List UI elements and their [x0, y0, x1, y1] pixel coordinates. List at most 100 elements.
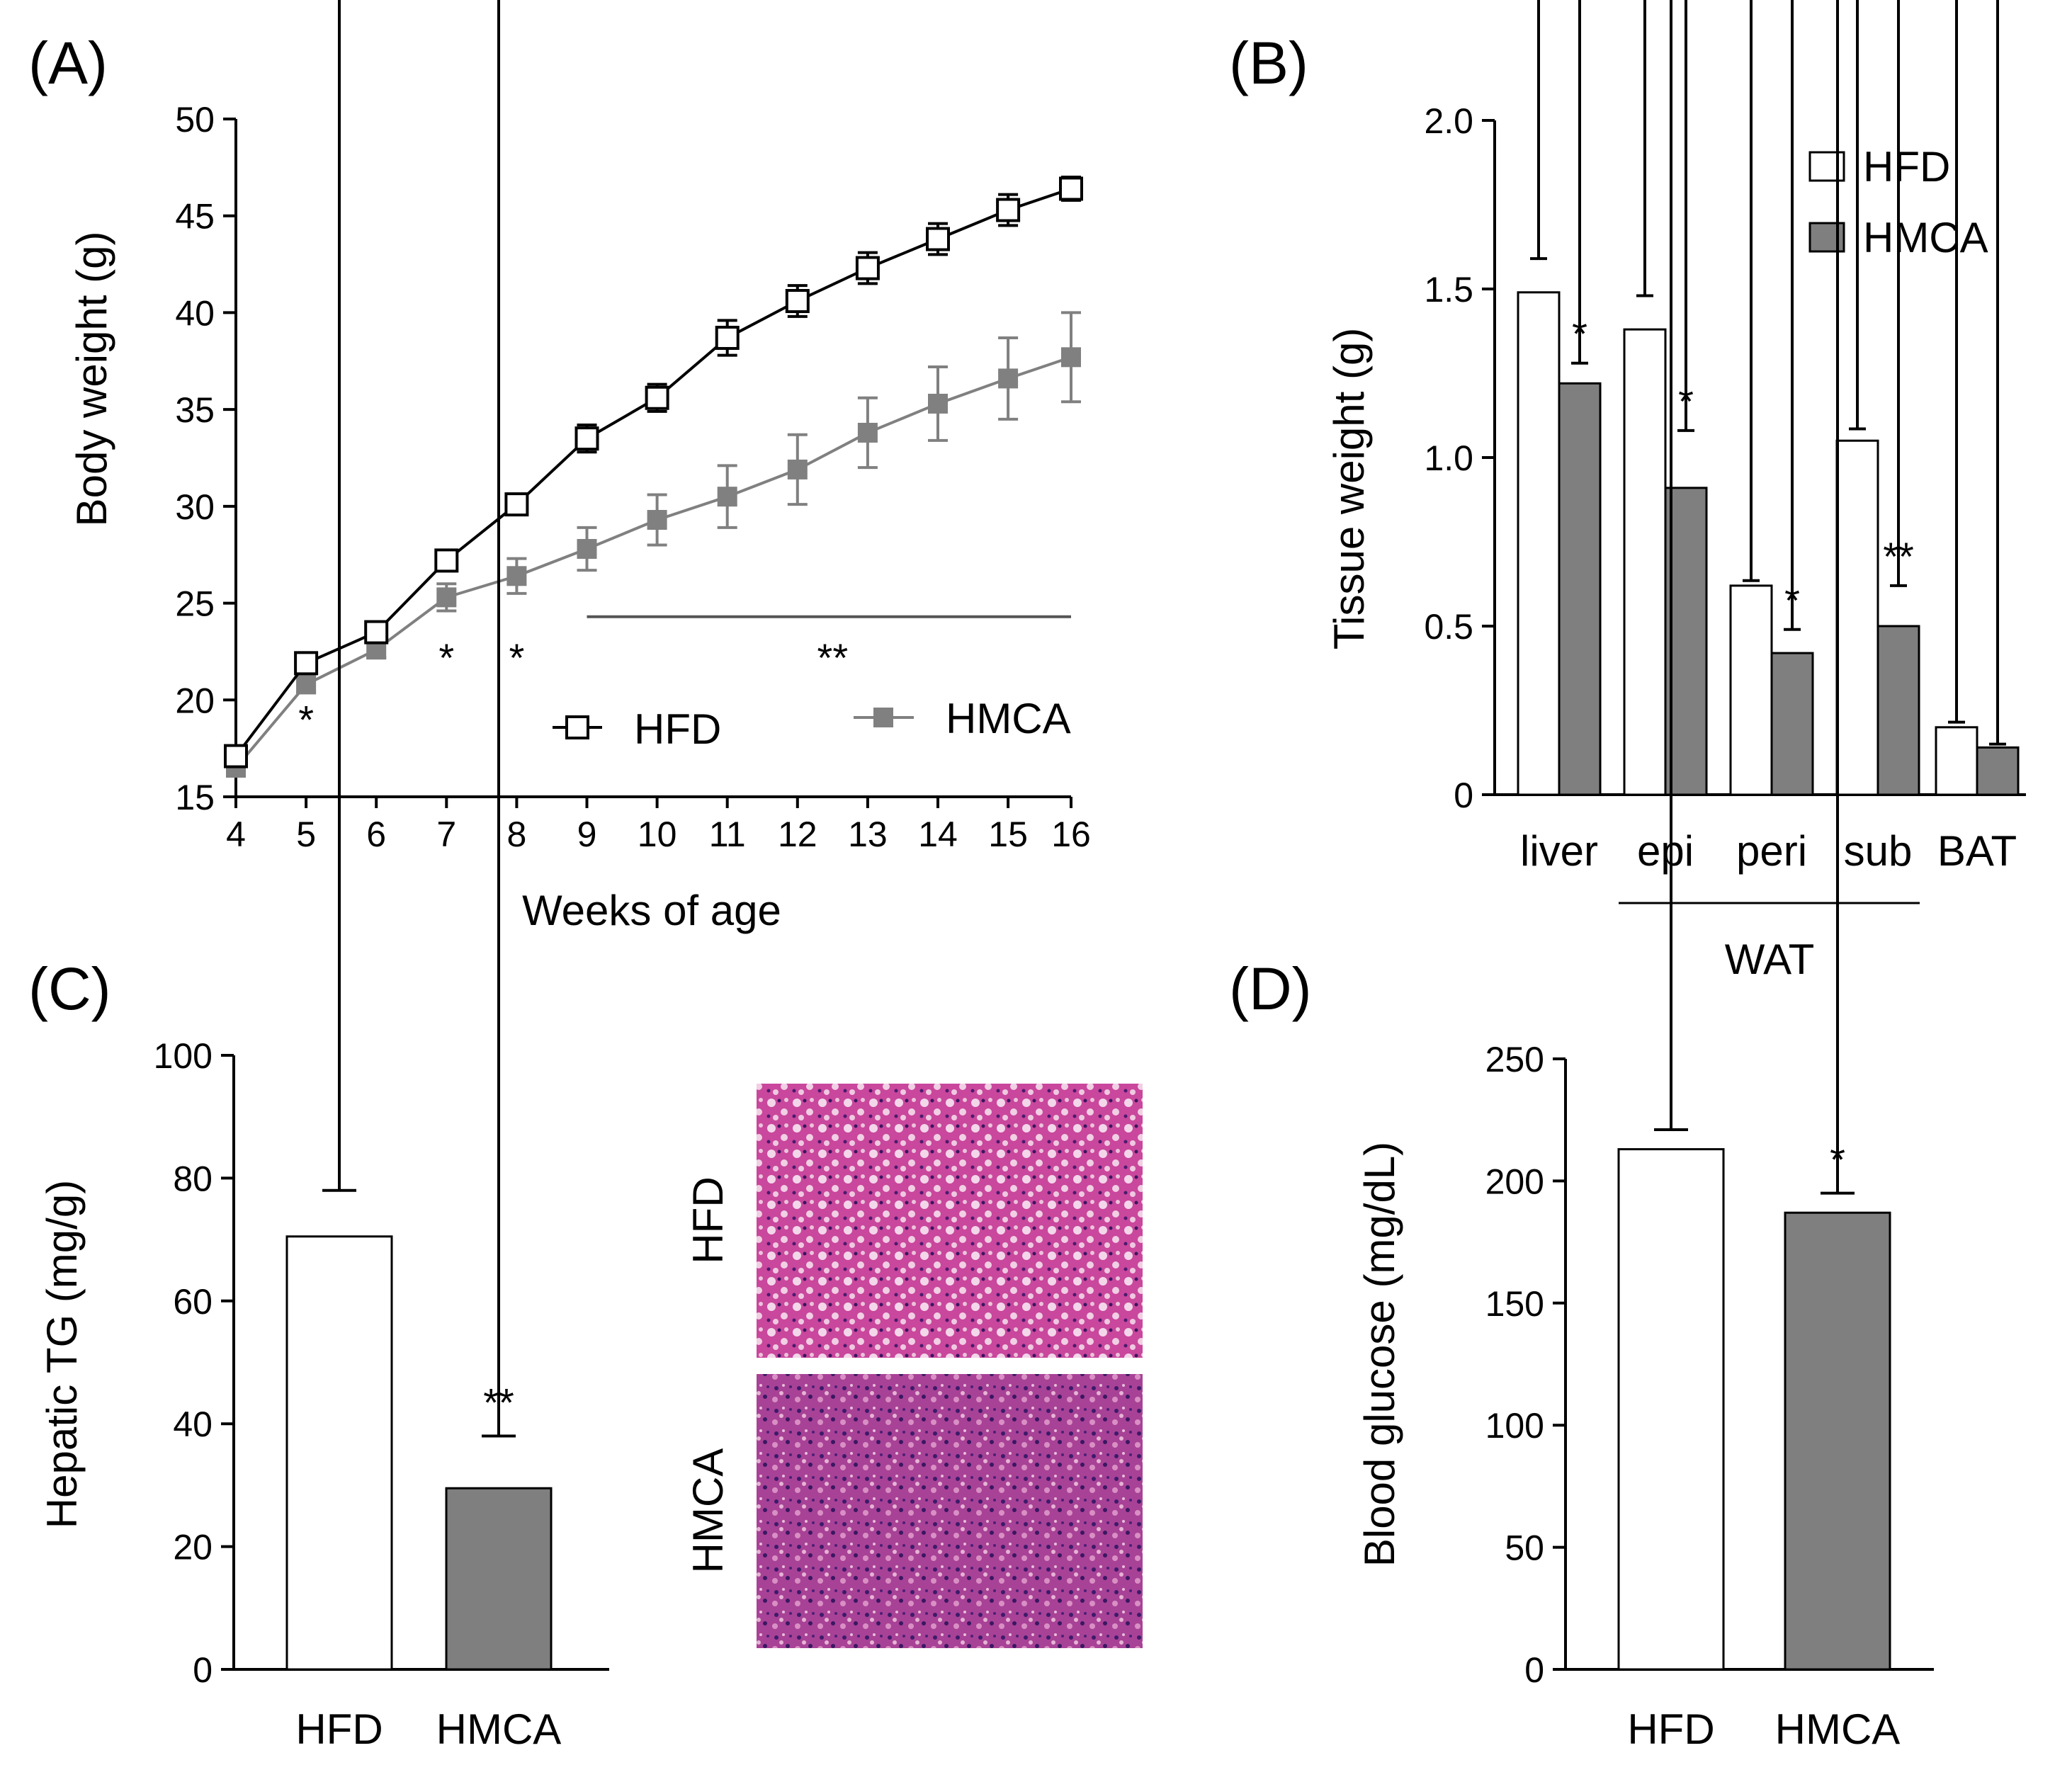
legend-hfd-label-b: HFD: [1863, 143, 1950, 191]
significance-marker: **: [817, 635, 849, 680]
x-category-label: liver: [1520, 827, 1598, 875]
bar-hfd-bat: [1935, 726, 1978, 796]
hepatic-tg-bar-chart: Hepatic TG (mg/g): [38, 0, 1143, 1753]
y-tick-label: 250: [1485, 1040, 1544, 1079]
bar-hmca: [445, 1487, 553, 1671]
histology-label-hmca: HMCA: [684, 1448, 732, 1574]
hfd-data-point: [715, 325, 740, 350]
bar-hmca: [1784, 1211, 1891, 1671]
hmca-data-point: [928, 393, 948, 414]
body-weight-line-chart: Body weight (g) Weeks of age HFD HMCA 15…: [68, 100, 1091, 934]
x-tick-label: 14: [918, 815, 958, 854]
panel-label-a: (A): [28, 30, 108, 96]
significance-marker: *: [1784, 578, 1800, 623]
hfd-data-point: [574, 426, 599, 451]
legend-hfd-label: HFD: [634, 705, 721, 753]
legend-hmca-label-b: HMCA: [1863, 214, 1988, 261]
y-tick-label: 25: [175, 584, 215, 624]
legend-hmca-marker: [873, 708, 893, 727]
x-tick-label: 7: [436, 815, 456, 854]
y-tick-label: 20: [173, 1528, 213, 1567]
panel-label-d: (D): [1229, 955, 1312, 1022]
wat-group-label: WAT: [1725, 936, 1815, 983]
hmca-data-point: [1061, 347, 1081, 368]
hfd-data-point: [434, 548, 459, 573]
hmca-data-point: [717, 487, 737, 507]
body-weight-y-axis-title: Body weight (g): [68, 232, 115, 527]
bar-hmca-sub: [1876, 625, 1920, 796]
hfd-series-line: [234, 187, 1072, 757]
significance-marker: **: [483, 1380, 514, 1425]
y-tick-label: 100: [1485, 1406, 1544, 1446]
y-tick-label: 45: [175, 197, 215, 237]
x-tick-label: 11: [709, 815, 746, 854]
x-category-label: sub: [1844, 827, 1913, 875]
significance-marker: *: [1572, 312, 1587, 356]
y-tick-label: 40: [173, 1404, 213, 1444]
y-tick-label: 30: [175, 487, 215, 527]
x-tick-label: 10: [638, 815, 677, 854]
hmca-data-point: [787, 459, 808, 479]
hmca-data-point: [296, 674, 317, 695]
bar-hfd: [1617, 1148, 1725, 1671]
hfd-data-point: [645, 385, 669, 410]
x-tick-label: 6: [366, 815, 386, 854]
bar-hfd-epi: [1623, 328, 1667, 796]
tissue-weight-bar-chart: Tissue weight (g) HFD HMCA WAT 0 0.5 1.0 1.…: [1325, 0, 2026, 983]
y-tick-label: 0: [1524, 1650, 1544, 1690]
weeks-of-age-x-axis-title: Weeks of age: [522, 887, 781, 934]
y-tick-label: 100: [154, 1036, 213, 1076]
panel-label-b: (B): [1229, 30, 1308, 96]
x-tick-label: 16: [1051, 815, 1091, 854]
hepatic-tg-y-axis-title: Hepatic TG (mg/g): [38, 1180, 86, 1528]
blood-glucose-y-axis-title: Blood glucose (mg/dL): [1356, 1142, 1403, 1567]
y-tick-label: 20: [175, 681, 215, 720]
y-tick-label: 15: [175, 778, 215, 817]
hfd-data-point: [504, 492, 529, 517]
tissue-weight-y-axis-title: Tissue weight (g): [1325, 328, 1373, 650]
y-tick-label: 60: [173, 1282, 213, 1322]
significance-marker: **: [1883, 534, 1914, 579]
y-tick-label: 1.5: [1424, 270, 1473, 310]
significance-marker: *: [509, 635, 525, 680]
legend-hfd-marker: [565, 715, 589, 739]
y-tick-label: 50: [1505, 1528, 1544, 1568]
hfd-data-point: [224, 744, 248, 768]
significance-marker: *: [1830, 1137, 1845, 1182]
significance-marker: *: [438, 635, 454, 680]
bar-hmca-liver: [1558, 382, 1602, 796]
x-category-label: epi: [1637, 827, 1694, 875]
y-tick-label: 0.5: [1424, 607, 1473, 647]
x-category-label: HMCA: [436, 1706, 562, 1753]
y-tick-label: 1.0: [1424, 438, 1473, 478]
x-tick-label: 15: [988, 815, 1028, 854]
histology-label-hfd: HFD: [684, 1176, 732, 1264]
hfd-data-point: [1059, 176, 1083, 201]
y-tick-label: 80: [173, 1159, 213, 1198]
bar-hfd-liver: [1517, 291, 1561, 796]
y-tick-label: 2.0: [1424, 101, 1473, 141]
significance-marker: *: [298, 698, 314, 742]
hfd-data-point: [294, 651, 319, 676]
hfd-data-point: [926, 227, 950, 251]
x-tick-label: 9: [577, 815, 597, 854]
blood-glucose-bar-chart: Blood glucose (mg/dL) 0 50 100 150 200 250 HFD…: [1356, 0, 1934, 1753]
bar-hfd-sub: [1835, 439, 1879, 796]
bar-hmca-peri: [1770, 652, 1814, 796]
hmca-data-point: [857, 422, 878, 443]
x-category-label: BAT: [1937, 827, 2017, 875]
y-tick-label: 200: [1485, 1162, 1544, 1201]
bar-hfd-peri: [1729, 584, 1773, 796]
bar-hfd: [285, 1235, 393, 1671]
y-tick-label: 150: [1485, 1284, 1544, 1324]
histology-image-hfd: [757, 1084, 1143, 1358]
y-tick-label: 35: [175, 390, 215, 430]
hmca-data-point: [998, 368, 1019, 389]
hmca-data-point: [436, 587, 457, 608]
x-category-label: peri: [1736, 827, 1807, 875]
histology-image-hmca: [757, 1374, 1143, 1648]
hfd-data-point: [996, 198, 1021, 222]
x-category-label: HFD: [1627, 1706, 1714, 1753]
x-tick-label: 12: [778, 815, 817, 854]
